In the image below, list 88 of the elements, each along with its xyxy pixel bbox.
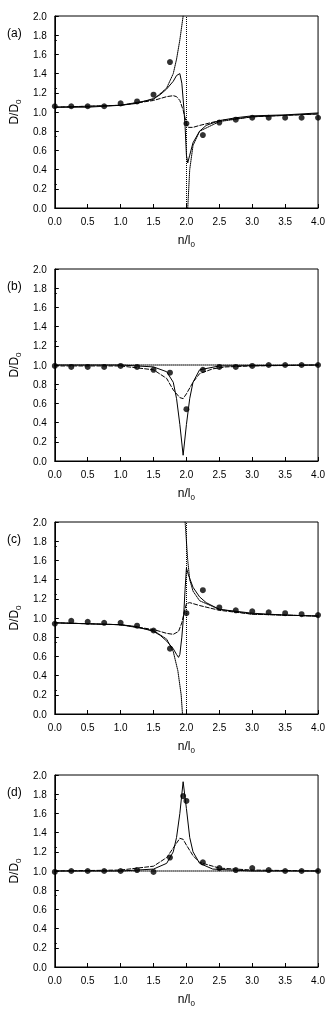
x-tick-label: 1.0: [113, 721, 128, 733]
x-tick-label: 1.0: [113, 468, 128, 480]
y-tick-label: 0.2: [32, 942, 48, 954]
y-tick-label: 1.2: [32, 340, 48, 352]
y-tick-label: 0.8: [32, 884, 48, 896]
x-tick-label: 4.0: [311, 721, 326, 733]
y-tick-label: 0.2: [32, 183, 48, 195]
x-tick-label: 0.0: [47, 215, 63, 227]
y-tick-label: 1.4: [32, 574, 48, 586]
y-tick-label: 0.6: [32, 397, 48, 409]
y-axis-title: D/D0: [7, 604, 23, 631]
y-tick-label: 0.2: [32, 689, 48, 701]
text: (c): [7, 532, 21, 546]
x-tick-label: 2.5: [212, 974, 227, 986]
y-tick-label: 0.0: [32, 455, 48, 467]
y-tick-label: 0.8: [32, 631, 48, 643]
y-tick-label: 1.6: [32, 807, 48, 819]
y-axis-title: D/D0: [7, 857, 23, 884]
y-tick-label: 2.0: [32, 516, 48, 528]
x-tick-label: 2.0: [179, 721, 194, 733]
y-tick-label: 0.6: [32, 903, 48, 915]
x-tick-label: 3.5: [278, 974, 293, 986]
y-tick-label: 0.4: [32, 923, 48, 935]
y-tick-label: 0.8: [32, 378, 48, 390]
x-tick-label: 2.5: [212, 468, 227, 480]
y-tick-label: 1.2: [32, 846, 48, 858]
y-tick-label: 0.8: [32, 125, 48, 137]
y-tick-label: 0.4: [32, 670, 48, 682]
x-tick-label: 1.5: [146, 215, 161, 227]
x-tick-label: 0.0: [47, 974, 63, 986]
x-tick-label: 2.0: [179, 215, 194, 227]
y-tick-label: 0.0: [32, 961, 48, 973]
x-tick-label: 3.0: [245, 468, 260, 480]
y-tick-label: 1.0: [32, 359, 48, 371]
x-tick-label: 3.0: [245, 974, 260, 986]
x-tick-label: 1.5: [146, 468, 161, 480]
y-tick-label: 1.4: [32, 321, 48, 333]
y-tick-label: 2.0: [32, 263, 48, 275]
y-tick-label: 0.0: [32, 202, 48, 214]
x-tick-label: 0.5: [80, 215, 96, 227]
y-tick-label: 1.2: [32, 593, 48, 605]
y-tick-label: 1.0: [32, 612, 48, 624]
text: (a): [7, 26, 22, 40]
x-tick-label: 2.5: [212, 721, 227, 733]
y-tick-label: 1.4: [32, 68, 48, 80]
x-tick-label: 4.0: [311, 468, 326, 480]
y-tick-label: 1.4: [32, 827, 48, 839]
y-axis-title: D/D0: [7, 98, 23, 125]
x-tick-label: 0.0: [47, 468, 63, 480]
x-tick-label: 2.0: [179, 974, 194, 986]
y-tick-label: 2.0: [32, 10, 48, 22]
y-tick-label: 0.6: [32, 144, 48, 156]
y-tick-label: 1.6: [32, 48, 48, 60]
x-tick-label: 1.0: [113, 974, 128, 986]
y-tick-label: 1.8: [32, 788, 48, 800]
x-tick-label: 3.5: [278, 215, 293, 227]
y-tick-label: 0.2: [32, 436, 48, 448]
y-tick-label: 1.8: [32, 29, 48, 41]
x-tick-label: 3.5: [278, 721, 293, 733]
x-tick-label: 2.0: [179, 468, 194, 480]
y-tick-label: 0.0: [32, 708, 48, 720]
y-tick-label: 1.2: [32, 87, 48, 99]
x-tick-label: 0.5: [80, 721, 96, 733]
x-tick-label: 2.5: [212, 215, 227, 227]
x-tick-label: 4.0: [311, 215, 326, 227]
y-tick-label: 0.6: [32, 650, 48, 662]
y-tick-label: 0.4: [32, 164, 48, 176]
text: (b): [7, 279, 22, 293]
x-tick-label: 1.5: [146, 721, 161, 733]
y-tick-label: 1.6: [32, 301, 48, 313]
y-tick-label: 2.0: [32, 769, 48, 781]
x-tick-label: 1.0: [113, 215, 128, 227]
x-tick-label: 4.0: [311, 974, 326, 986]
y-tick-label: 1.8: [32, 282, 48, 294]
x-tick-label: 0.5: [80, 974, 96, 986]
y-tick-label: 1.6: [32, 554, 48, 566]
y-axis-title: D/D0: [7, 351, 23, 378]
y-tick-label: 1.0: [32, 106, 48, 118]
x-tick-label: 1.5: [146, 974, 161, 986]
x-tick-label: 0.0: [47, 721, 63, 733]
x-tick-label: 3.0: [245, 215, 260, 227]
y-tick-label: 1.0: [32, 865, 48, 877]
x-tick-label: 3.0: [245, 721, 260, 733]
x-tick-label: 0.5: [80, 468, 96, 480]
y-tick-label: 1.8: [32, 535, 48, 547]
y-tick-label: 0.4: [32, 417, 48, 429]
text: (d): [7, 785, 22, 799]
x-tick-label: 3.5: [278, 468, 293, 480]
